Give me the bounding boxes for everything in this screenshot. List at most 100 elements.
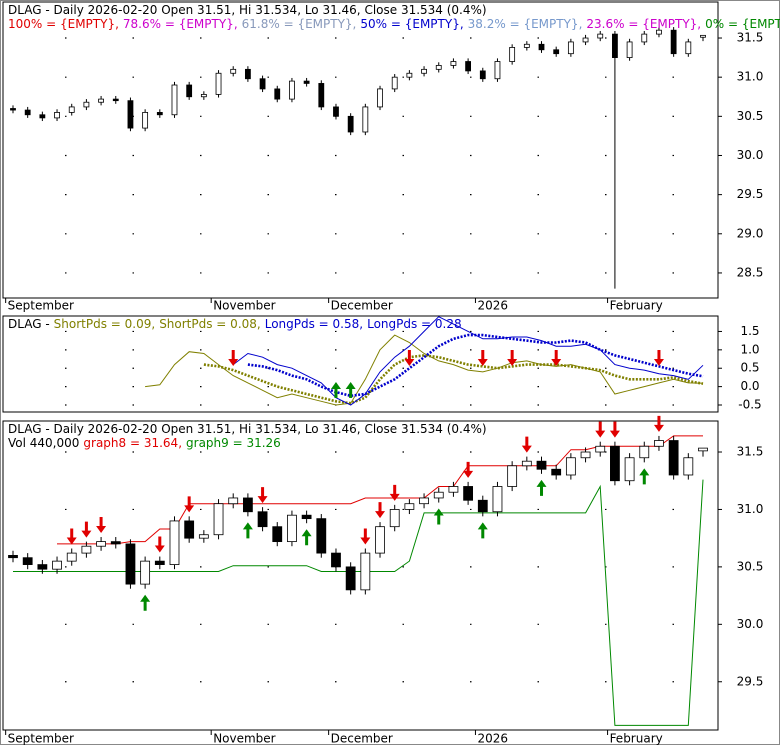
y-tick-label: 31.5 xyxy=(737,445,764,459)
candle-body xyxy=(553,49,560,55)
candle-body xyxy=(52,560,62,570)
candle-body xyxy=(626,41,633,58)
candle-body xyxy=(654,440,664,447)
x-tick-label: November xyxy=(213,732,275,745)
y-tick-label: 29.5 xyxy=(737,674,764,688)
legend-entry: 38.2% = {EMPTY}, xyxy=(468,17,583,31)
candle-body xyxy=(507,465,518,487)
sell-arrow xyxy=(81,521,92,538)
candle-body xyxy=(22,557,33,565)
candle-body xyxy=(110,541,121,545)
y-tick-label: 29.0 xyxy=(737,226,764,240)
x-tick-label: February xyxy=(610,732,663,745)
candle-body xyxy=(331,552,341,568)
candle-body xyxy=(142,112,149,129)
sell-arrow xyxy=(228,350,239,366)
candle-body xyxy=(597,33,604,39)
sell-arrow xyxy=(66,528,77,545)
legend-entry: graph9 = 31.26 xyxy=(186,436,281,450)
buy-arrow xyxy=(345,382,356,398)
x-tick-label: February xyxy=(610,299,663,313)
series-line xyxy=(247,333,704,398)
sell-arrow xyxy=(463,461,474,478)
candle-body xyxy=(391,76,398,90)
candle-body xyxy=(318,83,325,108)
candle-body xyxy=(289,80,295,100)
candle-body xyxy=(463,486,474,501)
candle-body xyxy=(244,68,251,80)
buy-arrow xyxy=(242,522,253,539)
candle-body xyxy=(582,37,589,43)
candle-body xyxy=(538,43,545,51)
candle-body xyxy=(362,106,369,133)
legend-entry: Vol 440,000 xyxy=(8,436,79,450)
candle-body xyxy=(450,61,457,66)
y-tick-label: 29.5 xyxy=(737,187,764,201)
sell-arrow xyxy=(653,415,664,432)
candle-body xyxy=(375,526,385,554)
candle-body xyxy=(112,98,119,102)
candle-body xyxy=(360,552,371,591)
buy-arrow xyxy=(433,508,444,525)
candle-body xyxy=(230,68,237,74)
sell-arrow xyxy=(96,517,107,534)
candle-body xyxy=(98,98,104,103)
candle-body xyxy=(303,80,310,84)
series-line xyxy=(203,354,704,405)
y-tick-label: 0.5 xyxy=(740,361,759,375)
sell-arrow xyxy=(521,436,532,453)
y-tick-label: -0.5 xyxy=(738,398,761,412)
panel-frame xyxy=(2,1,719,299)
candle-body xyxy=(523,43,530,48)
legend-entry: DLAG - xyxy=(8,317,50,331)
x-tick-label: December xyxy=(331,299,393,313)
candle-body xyxy=(140,560,151,585)
legend-entry: ShortPds = 0.09, xyxy=(54,317,156,331)
candle-body xyxy=(565,457,576,476)
legend-entry: 78.6% = {EMPTY}, xyxy=(123,17,238,31)
sell-arrow xyxy=(507,350,518,366)
candle-body xyxy=(683,457,694,476)
y-tick-label: 0.0 xyxy=(740,379,759,393)
candle-body xyxy=(567,41,574,55)
candle-body xyxy=(435,65,442,70)
buy-arrow xyxy=(330,382,341,398)
y-tick-label: 30.0 xyxy=(737,148,764,162)
candle-body xyxy=(685,41,692,55)
sell-arrow xyxy=(609,421,620,438)
candle-body xyxy=(274,88,281,100)
candle-body xyxy=(509,47,516,62)
candle-body xyxy=(83,101,90,108)
y-tick-label: 31.0 xyxy=(737,502,764,516)
candle-body xyxy=(419,497,429,505)
buy-arrow xyxy=(301,529,312,546)
y-tick-label: 30.5 xyxy=(737,559,764,573)
candle-body xyxy=(377,88,383,108)
candle-body xyxy=(668,440,679,476)
candle-body xyxy=(624,457,635,482)
candle-body xyxy=(10,108,16,111)
candle-body xyxy=(66,552,77,562)
candle-body xyxy=(242,497,253,513)
candle-body xyxy=(580,451,591,459)
candle-body xyxy=(641,33,648,43)
sell-arrow xyxy=(404,350,415,366)
candle-body xyxy=(639,445,650,459)
candle-body xyxy=(287,514,297,543)
buy-arrow xyxy=(140,594,151,611)
candle-body xyxy=(257,511,268,528)
candle-body xyxy=(184,520,195,539)
candle-body xyxy=(8,554,18,559)
legend-entry: DLAG - Daily 2026-02-20 Open 31.51, Hi 3… xyxy=(8,3,487,17)
legend-entry: 100% = {EMPTY}, xyxy=(8,17,119,31)
sell-arrow xyxy=(257,487,268,504)
candle-body xyxy=(536,460,547,470)
candle-body xyxy=(228,497,239,505)
candle-body xyxy=(125,543,136,585)
candle-body xyxy=(610,445,620,482)
candle-body xyxy=(171,84,178,116)
x-tick-label: 2026 xyxy=(477,299,508,313)
candle-body xyxy=(612,33,618,58)
y-tick-label: 30.5 xyxy=(737,109,764,123)
sell-arrow xyxy=(375,502,386,519)
